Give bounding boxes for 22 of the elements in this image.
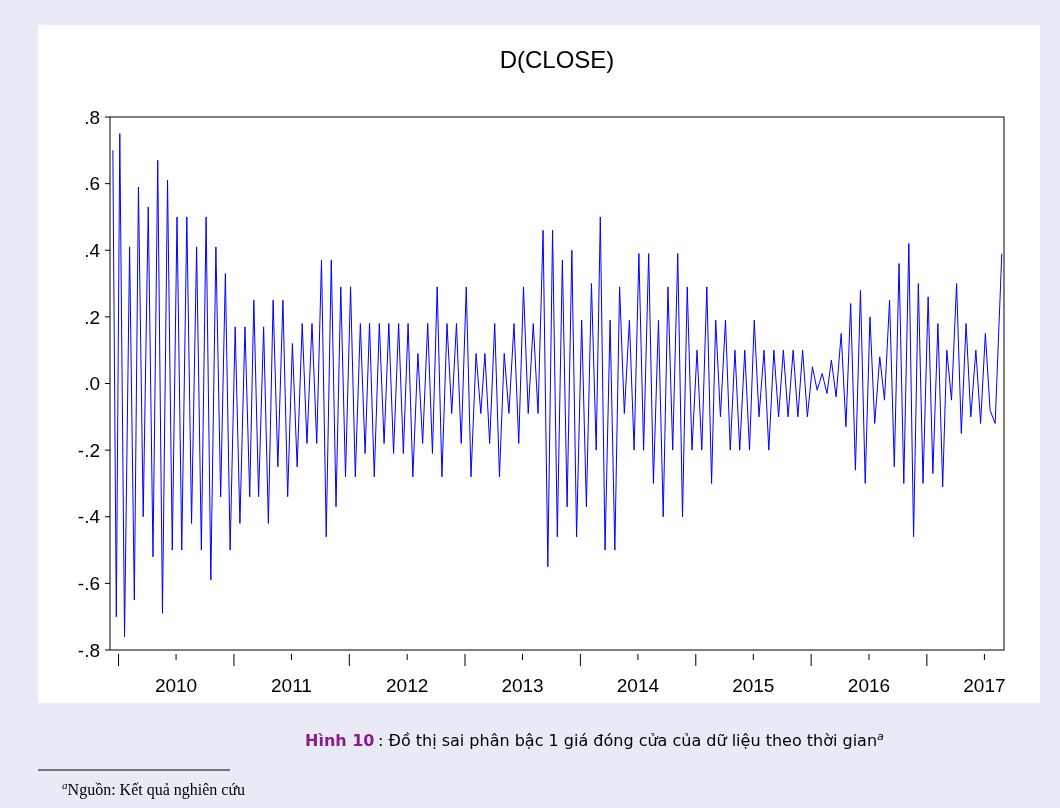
y-tick-label: -.6 xyxy=(77,573,100,595)
chart-title: D(CLOSE) xyxy=(499,46,615,73)
line-series xyxy=(112,133,1003,638)
x-tick-label: 2017 xyxy=(963,675,1006,696)
y-tick-label: -.8 xyxy=(77,639,100,661)
x-tick-label: 2011 xyxy=(271,675,312,696)
text: : Đồ thị sai phân bậc 1 giá đóng cửa của dữ liệu theo thời gian$^{a}$ xyxy=(378,729,885,750)
y-tick-label: .0 xyxy=(84,373,100,395)
y-tick-label: .8 xyxy=(84,106,100,128)
x-tick-label: 2013 xyxy=(501,675,544,696)
y-tick-label: -.4 xyxy=(77,506,101,528)
text: $^{a}$Nguồn: Kết quả nghiên cứu xyxy=(62,779,246,799)
y-tick-label: .6 xyxy=(84,173,100,195)
x-tick-label: 2015 xyxy=(732,675,775,696)
x-tick-label: 2016 xyxy=(847,675,891,696)
x-tick-label: 2014 xyxy=(616,675,660,696)
x-tick-label: 2010 xyxy=(154,675,198,696)
text: Hình 10 xyxy=(305,731,375,750)
y-tick-label: .4 xyxy=(84,239,101,261)
x-tick-label: 2012 xyxy=(386,675,429,696)
y-tick-label: -.2 xyxy=(77,439,100,461)
y-tick-label: .2 xyxy=(84,306,100,328)
